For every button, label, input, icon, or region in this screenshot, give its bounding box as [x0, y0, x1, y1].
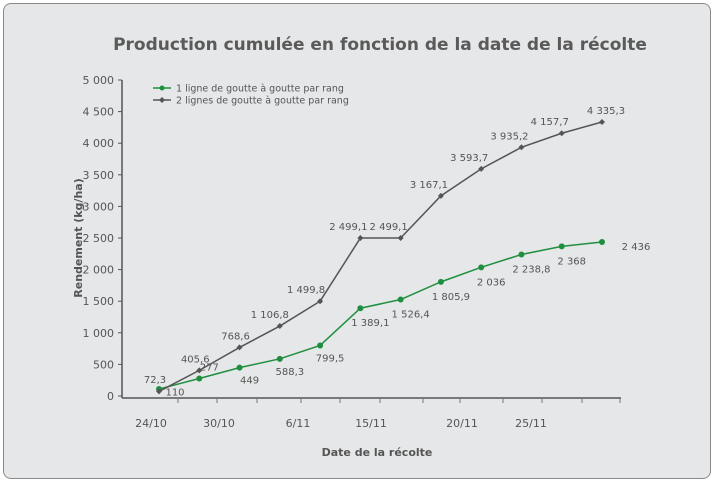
data-point	[437, 192, 444, 199]
x-tick-label: 6/11	[286, 417, 311, 430]
data-label: 2 036	[477, 277, 506, 288]
data-label: 588,3	[275, 367, 304, 378]
y-tick-label: 5 000	[83, 74, 115, 87]
legend-marker	[159, 97, 165, 103]
data-point	[518, 144, 525, 151]
data-point	[236, 344, 243, 351]
data-point	[558, 243, 565, 250]
data-label: 72,3	[144, 375, 166, 386]
y-tick-label: 1 000	[83, 327, 115, 340]
x-axis-label: Date de la récolte	[322, 446, 433, 459]
legend-label: 2 lignes de goutte à goutte par rang	[176, 96, 349, 107]
y-axis-label: Rendement (kg/ha)	[72, 178, 85, 297]
data-label: 3 593,7	[450, 153, 488, 164]
data-point	[156, 388, 162, 395]
x-tick-label: 15/11	[355, 417, 387, 430]
data-label: 1 805,9	[432, 292, 470, 303]
x-tick-label: 30/10	[203, 417, 235, 430]
x-tick-label: 20/11	[446, 417, 478, 430]
legend-label: 1 ligne de goutte à goutte par rang	[176, 84, 344, 95]
data-label: 2 238,8	[512, 265, 550, 276]
data-label: 2 368	[557, 256, 586, 267]
data-point	[478, 165, 485, 172]
data-label: 1 106,8	[251, 310, 289, 321]
data-label: 449	[240, 376, 259, 387]
x-tick-label: 24/10	[135, 417, 167, 430]
chart-title: Production cumulée en fonction de la dat…	[113, 35, 647, 55]
data-point	[196, 367, 203, 374]
data-label: 2 436	[622, 242, 651, 253]
legend-marker	[159, 85, 165, 91]
data-point	[397, 296, 404, 303]
data-point	[518, 251, 525, 258]
data-point	[196, 375, 203, 382]
data-point	[437, 278, 444, 285]
y-tick-label: 3 000	[83, 200, 115, 213]
data-label: 1 389,1	[351, 318, 389, 329]
data-label: 1 526,4	[392, 310, 430, 321]
y-tick-label: 2 000	[83, 264, 115, 277]
data-point	[276, 323, 283, 330]
data-point	[317, 298, 324, 305]
data-label: 768,6	[221, 331, 250, 342]
y-tick-label: 4 000	[83, 137, 115, 150]
data-label: 405,6	[181, 354, 210, 365]
series-line	[158, 241, 603, 390]
y-tick-label: 4 500	[83, 106, 115, 119]
data-label: 3 935,2	[490, 131, 528, 142]
data-point	[397, 235, 404, 242]
y-tick-label: 3 500	[83, 169, 115, 182]
data-point	[236, 364, 243, 371]
data-label: 4 157,7	[531, 117, 569, 128]
data-label: 3 167,1	[410, 180, 448, 191]
data-point	[276, 355, 283, 362]
y-tick-label: 1 500	[83, 295, 115, 308]
data-point	[599, 239, 605, 246]
data-label: 110	[165, 387, 184, 398]
data-label: 1 499,8	[287, 285, 325, 296]
data-label: 2 499,1	[329, 222, 367, 233]
series-line	[158, 121, 603, 393]
data-point	[558, 130, 565, 137]
data-label: 2 499,1	[370, 222, 408, 233]
data-point	[317, 342, 324, 349]
data-point	[357, 305, 364, 312]
chart-frame	[3, 3, 711, 479]
data-label: 277	[200, 362, 219, 373]
y-tick-label: 2 500	[83, 232, 115, 245]
data-label: 4 335,3	[587, 106, 625, 117]
data-point	[357, 235, 364, 242]
data-point	[478, 264, 485, 271]
data-point	[599, 119, 605, 126]
data-label: 799,5	[316, 353, 345, 364]
y-tick-label: 500	[93, 358, 114, 371]
y-tick-label: 0	[107, 390, 114, 403]
x-tick-label: 25/11	[515, 417, 547, 430]
